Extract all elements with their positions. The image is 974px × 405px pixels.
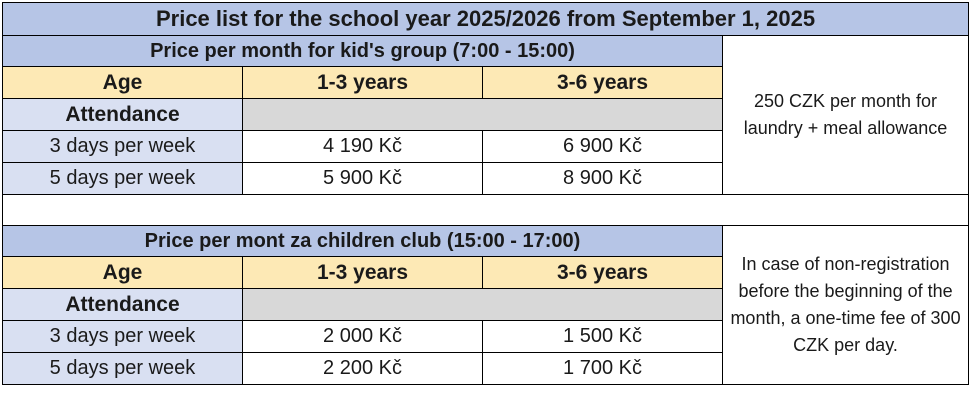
attendance-fill	[242, 288, 723, 321]
price-cell: 4 190 Kč	[242, 130, 483, 163]
age-group-1-3: 1-3 years	[242, 66, 483, 99]
row-label: 3 days per week	[2, 130, 243, 163]
price-cell: 6 900 Kč	[482, 130, 723, 163]
price-cell: 1 700 Kč	[482, 352, 723, 385]
price-list-document: Price list for the school year 2025/2026…	[1, 2, 972, 385]
price-table: Price list for the school year 2025/2026…	[1, 2, 970, 385]
age-group-3-6: 3-6 years	[482, 66, 723, 99]
attendance-header: Attendance	[2, 98, 243, 131]
price-cell: 8 900 Kč	[482, 162, 723, 195]
table-row: 5 days per week 5 900 Kč 8 900 Kč	[2, 162, 969, 195]
attendance-fill	[242, 98, 723, 131]
row-label: 5 days per week	[2, 162, 243, 195]
age-header: Age	[2, 66, 243, 99]
table-row: 3 days per week 4 190 Kč 6 900 Kč	[2, 130, 969, 163]
price-cell: 5 900 Kč	[242, 162, 483, 195]
row-label: 3 days per week	[2, 320, 243, 353]
price-cell: 1 500 Kč	[482, 320, 723, 353]
kids-group-heading: Price per month for kid's group (7:00 - …	[2, 35, 723, 67]
age-group-1-3: 1-3 years	[242, 256, 483, 289]
attendance-header: Attendance	[2, 288, 243, 321]
section-divider	[1, 194, 970, 226]
age-header: Age	[2, 256, 243, 289]
price-list-title: Price list for the school year 2025/2026…	[1, 2, 970, 36]
row-label: 5 days per week	[2, 352, 243, 385]
table-row: 3 days per week 2 000 Kč 1 500 Kč	[2, 320, 969, 353]
price-cell: 2 000 Kč	[242, 320, 483, 353]
kids-group-note: 250 CZK per month for laundry + meal all…	[721, 35, 970, 195]
price-cell: 2 200 Kč	[242, 352, 483, 385]
children-club-heading: Price per mont za children club (15:00 -…	[2, 225, 723, 257]
children-club-note: In case of non-registration before the b…	[721, 225, 970, 385]
age-group-3-6: 3-6 years	[482, 256, 723, 289]
table-row: 5 days per week 2 200 Kč 1 700 Kč	[2, 352, 969, 385]
